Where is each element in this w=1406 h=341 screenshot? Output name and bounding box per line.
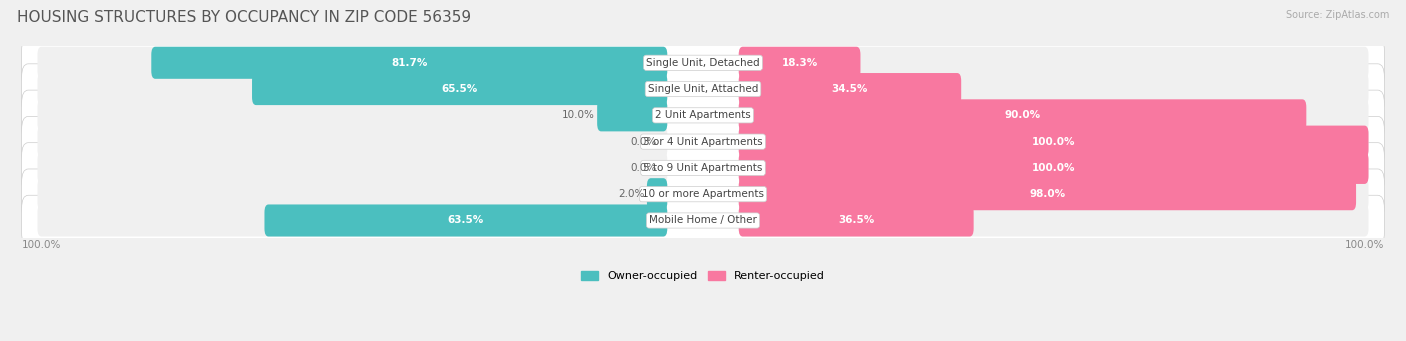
- Text: 5 to 9 Unit Apartments: 5 to 9 Unit Apartments: [644, 163, 762, 173]
- FancyBboxPatch shape: [738, 178, 1355, 210]
- Text: 98.0%: 98.0%: [1029, 189, 1066, 199]
- Text: 63.5%: 63.5%: [447, 216, 484, 225]
- Text: HOUSING STRUCTURES BY OCCUPANCY IN ZIP CODE 56359: HOUSING STRUCTURES BY OCCUPANCY IN ZIP C…: [17, 10, 471, 25]
- FancyBboxPatch shape: [738, 47, 860, 79]
- FancyBboxPatch shape: [738, 205, 973, 237]
- FancyBboxPatch shape: [38, 73, 668, 105]
- FancyBboxPatch shape: [738, 125, 1368, 158]
- Text: Source: ZipAtlas.com: Source: ZipAtlas.com: [1285, 10, 1389, 20]
- Text: 10.0%: 10.0%: [561, 110, 595, 120]
- Text: 81.7%: 81.7%: [391, 58, 427, 68]
- FancyBboxPatch shape: [38, 205, 668, 237]
- Text: Single Unit, Detached: Single Unit, Detached: [647, 58, 759, 68]
- FancyBboxPatch shape: [738, 47, 1368, 79]
- Text: 90.0%: 90.0%: [1004, 110, 1040, 120]
- FancyBboxPatch shape: [21, 38, 1385, 88]
- FancyBboxPatch shape: [738, 99, 1306, 131]
- Text: 18.3%: 18.3%: [782, 58, 818, 68]
- Text: 0.0%: 0.0%: [630, 163, 657, 173]
- FancyBboxPatch shape: [21, 169, 1385, 220]
- FancyBboxPatch shape: [598, 99, 668, 131]
- Text: 0.0%: 0.0%: [630, 137, 657, 147]
- FancyBboxPatch shape: [21, 116, 1385, 167]
- Text: 34.5%: 34.5%: [832, 84, 868, 94]
- FancyBboxPatch shape: [152, 47, 668, 79]
- FancyBboxPatch shape: [738, 125, 1368, 158]
- Text: 3 or 4 Unit Apartments: 3 or 4 Unit Apartments: [643, 137, 763, 147]
- FancyBboxPatch shape: [21, 195, 1385, 246]
- FancyBboxPatch shape: [38, 47, 668, 79]
- Text: 10 or more Apartments: 10 or more Apartments: [643, 189, 763, 199]
- Legend: Owner-occupied, Renter-occupied: Owner-occupied, Renter-occupied: [576, 266, 830, 286]
- FancyBboxPatch shape: [264, 205, 668, 237]
- FancyBboxPatch shape: [252, 73, 668, 105]
- FancyBboxPatch shape: [38, 125, 668, 158]
- FancyBboxPatch shape: [738, 73, 1368, 105]
- Text: 2.0%: 2.0%: [617, 189, 644, 199]
- FancyBboxPatch shape: [21, 64, 1385, 114]
- FancyBboxPatch shape: [738, 152, 1368, 184]
- FancyBboxPatch shape: [38, 152, 668, 184]
- FancyBboxPatch shape: [38, 99, 668, 131]
- Text: 36.5%: 36.5%: [838, 216, 875, 225]
- FancyBboxPatch shape: [21, 90, 1385, 140]
- Text: 2 Unit Apartments: 2 Unit Apartments: [655, 110, 751, 120]
- FancyBboxPatch shape: [738, 205, 1368, 237]
- Text: Mobile Home / Other: Mobile Home / Other: [650, 216, 756, 225]
- Text: Single Unit, Attached: Single Unit, Attached: [648, 84, 758, 94]
- FancyBboxPatch shape: [21, 143, 1385, 193]
- FancyBboxPatch shape: [738, 152, 1368, 184]
- Text: 65.5%: 65.5%: [441, 84, 478, 94]
- Text: 100.0%: 100.0%: [1032, 163, 1076, 173]
- FancyBboxPatch shape: [647, 178, 668, 210]
- FancyBboxPatch shape: [738, 99, 1368, 131]
- Text: 100.0%: 100.0%: [1032, 137, 1076, 147]
- FancyBboxPatch shape: [38, 178, 668, 210]
- FancyBboxPatch shape: [738, 178, 1368, 210]
- FancyBboxPatch shape: [738, 73, 962, 105]
